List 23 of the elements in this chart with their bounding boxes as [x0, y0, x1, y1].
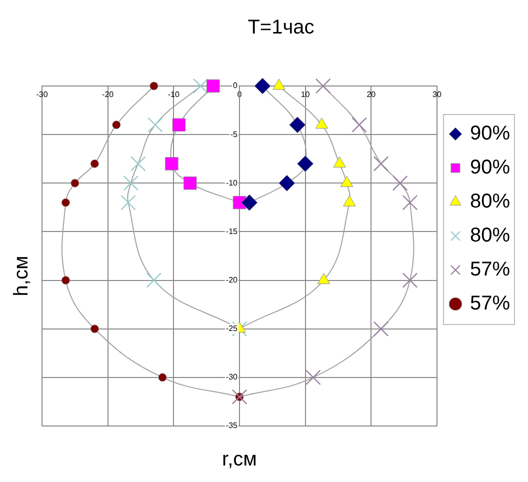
y-tick-label: -25 [226, 324, 238, 334]
x-tick-label: -30 [36, 90, 48, 100]
y-tick-label: -5 [230, 130, 238, 139]
y-tick-label: -35 [226, 421, 238, 430]
legend-label: 90% [470, 156, 510, 179]
y-tick-label: -30 [226, 372, 238, 382]
x-tick-label: 10 [300, 90, 310, 100]
y-tick-label: 0 [233, 81, 238, 90]
y-tick-label: -10 [226, 178, 238, 188]
x-tick-label: 30 [432, 90, 442, 100]
legend-label: 57% [470, 292, 510, 315]
chart-title: T=1час [248, 16, 314, 39]
y-tick-label: -20 [226, 275, 238, 284]
x-tick-label: -20 [102, 90, 114, 100]
legend-label: 90% [470, 122, 510, 145]
legend-label: 57% [470, 258, 510, 281]
y-axis-title: h,см [10, 256, 33, 296]
legend-label: 80% [470, 224, 510, 247]
legend-label: 80% [470, 190, 510, 213]
y-tick-label: -15 [226, 226, 238, 236]
x-tick-label: -10 [168, 90, 180, 100]
x-axis-title: r,см [222, 448, 257, 471]
x-tick-label: 20 [366, 90, 376, 100]
